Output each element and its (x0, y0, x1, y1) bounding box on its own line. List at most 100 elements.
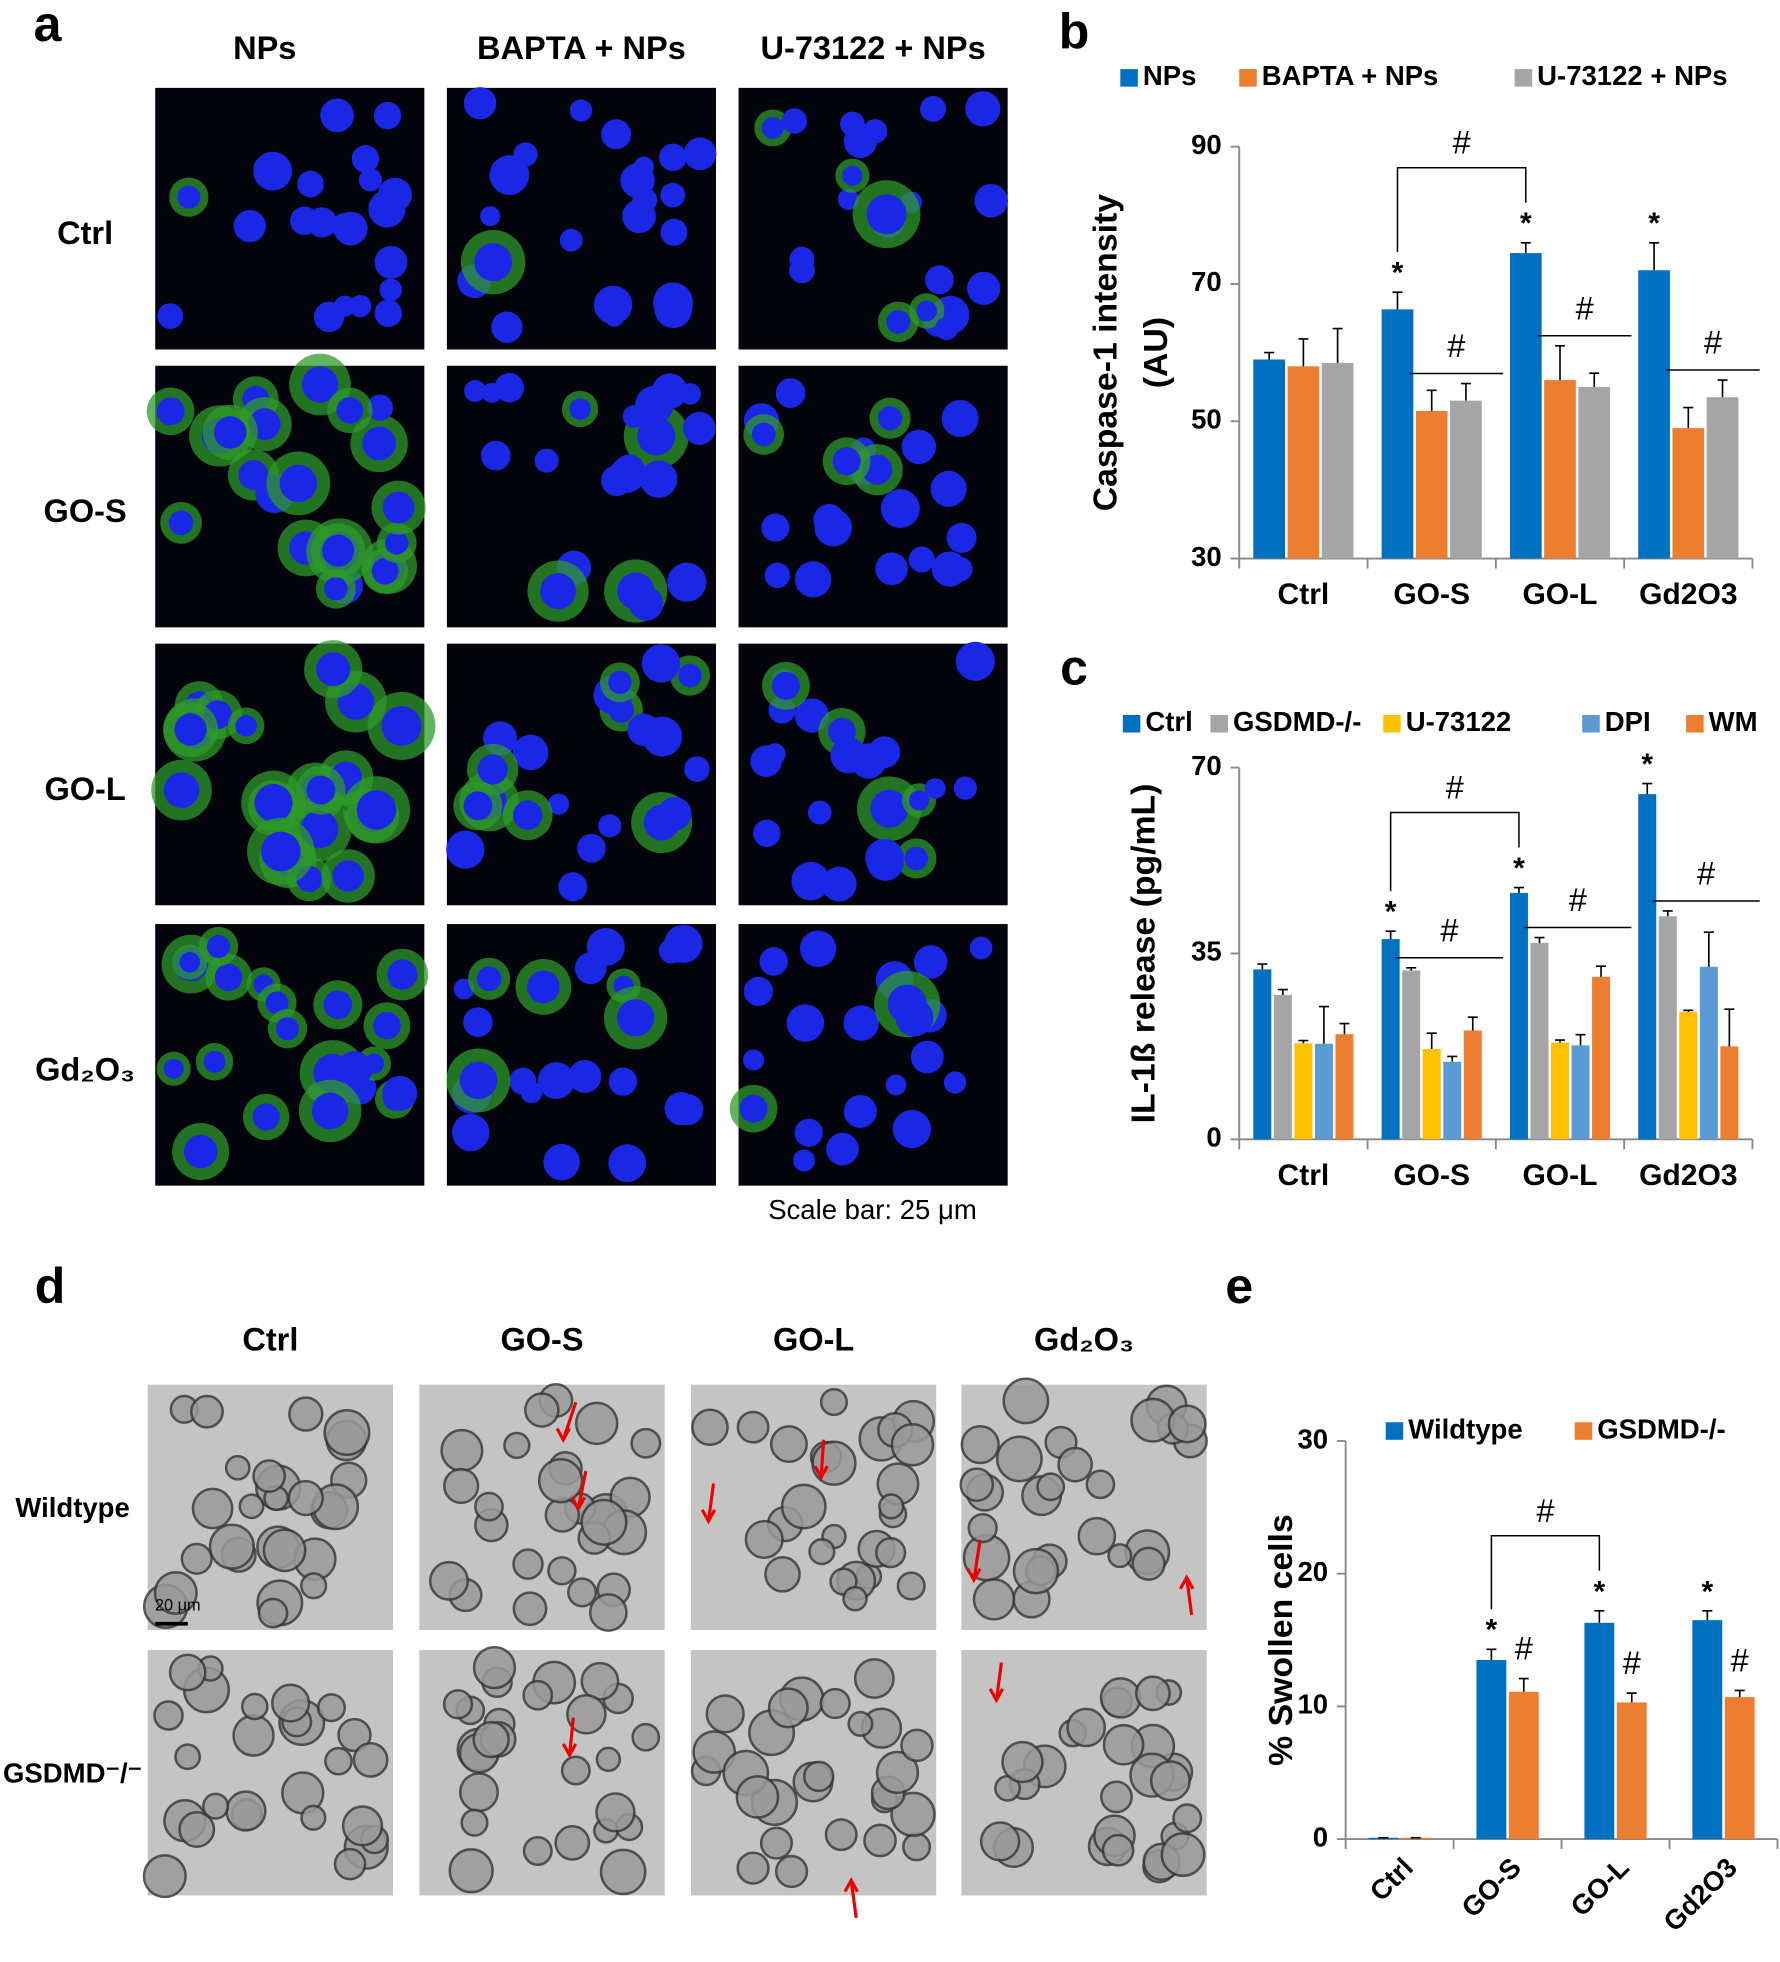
cell-nucleus (904, 846, 929, 871)
cell (972, 1578, 1016, 1621)
error-bar (1589, 372, 1600, 387)
error-bar (1520, 241, 1531, 254)
cell-nucleus (301, 366, 339, 403)
error-bar (1460, 382, 1471, 401)
cell (153, 1570, 198, 1615)
cell-nucleus (924, 778, 946, 799)
cell (842, 1585, 868, 1612)
cell-nucleus (265, 991, 289, 1015)
cell (1001, 1740, 1044, 1784)
error-bar (1426, 1032, 1437, 1050)
cell (863, 1823, 897, 1858)
cell-nucleus (660, 182, 686, 208)
y-tick-label: 70 (1191, 266, 1222, 297)
significance-hash: # (1731, 1643, 1749, 1679)
significance-hash: # (1453, 125, 1471, 161)
significance-star: * (1385, 896, 1397, 929)
cell (537, 1457, 584, 1504)
cell (323, 1408, 371, 1456)
bar (1381, 309, 1414, 559)
cell (890, 1791, 936, 1838)
cell-nucleus (652, 373, 688, 409)
cell-nucleus (641, 644, 681, 683)
cell-nucleus (794, 561, 832, 598)
arrow (706, 1483, 716, 1522)
cell-nucleus (739, 1094, 768, 1123)
bar (1584, 1622, 1615, 1840)
cell (232, 1714, 275, 1757)
cell (168, 1653, 207, 1692)
cell (503, 1431, 531, 1460)
cell (224, 1454, 251, 1481)
error-bar (1277, 988, 1288, 995)
cell-nucleus (965, 91, 1001, 127)
bar (1638, 794, 1657, 1140)
x-tick-label: Gd2O3 (1657, 1852, 1743, 1938)
y-tick-label: 70 (1191, 750, 1222, 781)
arrow (576, 1470, 588, 1509)
bar (1616, 1702, 1647, 1840)
cell-nucleus (509, 1067, 537, 1095)
cell-nucleus (324, 576, 348, 601)
panel-letter: e (1225, 1258, 1253, 1314)
cell (238, 1493, 265, 1520)
cell (705, 1694, 745, 1734)
significance-hash: # (1536, 1493, 1554, 1529)
cell (178, 1811, 216, 1848)
significance-hash: # (1576, 290, 1594, 326)
cell (324, 1746, 353, 1776)
cell (967, 1512, 998, 1544)
cell-nucleus (620, 163, 655, 198)
bar (1724, 1697, 1755, 1840)
error-bar (1332, 327, 1343, 363)
cell-nucleus (793, 1149, 816, 1172)
cell-nucleus (513, 800, 543, 830)
cell-nucleus (260, 831, 301, 872)
cell-nucleus (491, 311, 523, 343)
cell (736, 1410, 770, 1444)
cell-nucleus (297, 170, 324, 198)
cell-nucleus (683, 137, 717, 171)
y-tick-label: 30 (1298, 1423, 1329, 1454)
cell-nucleus (969, 936, 993, 960)
cell (1131, 1546, 1166, 1581)
cell-nucleus (577, 833, 606, 863)
cell-nucleus (464, 380, 486, 403)
error-bar (1734, 1689, 1745, 1698)
bar (1720, 1046, 1739, 1140)
cell-nucleus (750, 745, 782, 777)
cell-nucleus (807, 800, 832, 825)
y-tick-label: 0 (1206, 1122, 1221, 1153)
cell (853, 1658, 895, 1699)
cell-nucleus (658, 938, 685, 964)
cell-nucleus (843, 1005, 879, 1041)
error-bar (1717, 379, 1728, 398)
cell (960, 1424, 1000, 1465)
significance-star: * (1392, 257, 1404, 290)
cell-nucleus (574, 952, 607, 985)
cell (1077, 1516, 1117, 1556)
cell-nucleus (622, 405, 646, 428)
cell (300, 1572, 328, 1600)
cell (900, 1728, 934, 1763)
significance-star: * (1701, 1575, 1713, 1608)
cell (271, 1683, 311, 1723)
cell-nucleus (601, 465, 632, 497)
cell (1135, 1675, 1171, 1712)
cell-nucleus (214, 416, 247, 449)
cell (262, 1528, 307, 1573)
panel-letter: c (1060, 639, 1088, 695)
cell (208, 1523, 256, 1570)
cell (316, 1693, 346, 1723)
bar (1463, 1030, 1482, 1140)
x-tick-label: Ctrl (1278, 1159, 1330, 1192)
cell-nucleus (206, 935, 231, 959)
cell-nucleus (870, 789, 909, 828)
cell-nucleus (908, 790, 930, 811)
error-bar (1513, 886, 1524, 893)
arrow (567, 1717, 575, 1756)
cell-nucleus (865, 838, 904, 878)
cell-nucleus (534, 448, 559, 473)
cell-nucleus (886, 309, 911, 334)
